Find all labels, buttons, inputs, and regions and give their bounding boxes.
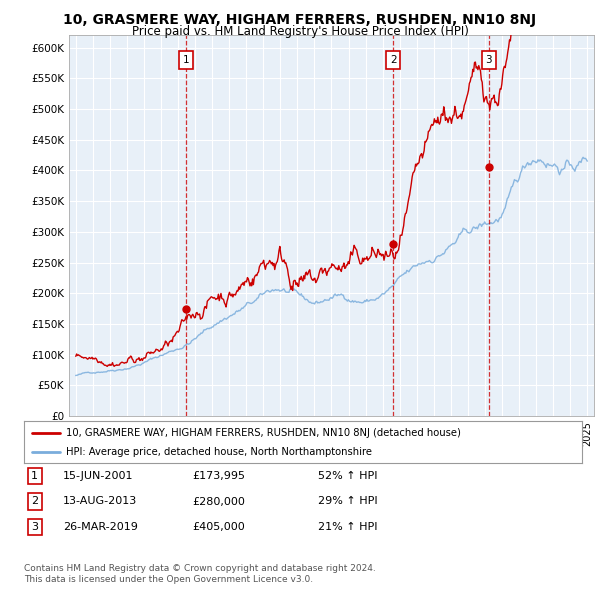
Text: £405,000: £405,000 [192, 522, 245, 532]
Text: 29% ↑ HPI: 29% ↑ HPI [318, 497, 377, 506]
Text: This data is licensed under the Open Government Licence v3.0.: This data is licensed under the Open Gov… [24, 575, 313, 584]
Text: 10, GRASMERE WAY, HIGHAM FERRERS, RUSHDEN, NN10 8NJ (detached house): 10, GRASMERE WAY, HIGHAM FERRERS, RUSHDE… [66, 428, 461, 438]
Text: 3: 3 [31, 522, 38, 532]
Text: Contains HM Land Registry data © Crown copyright and database right 2024.: Contains HM Land Registry data © Crown c… [24, 565, 376, 573]
Text: £280,000: £280,000 [192, 497, 245, 506]
Text: 15-JUN-2001: 15-JUN-2001 [63, 471, 133, 481]
Text: 1: 1 [31, 471, 38, 481]
Text: 2: 2 [390, 55, 397, 65]
Text: Price paid vs. HM Land Registry's House Price Index (HPI): Price paid vs. HM Land Registry's House … [131, 25, 469, 38]
Text: 2: 2 [31, 497, 38, 506]
Text: 10, GRASMERE WAY, HIGHAM FERRERS, RUSHDEN, NN10 8NJ: 10, GRASMERE WAY, HIGHAM FERRERS, RUSHDE… [64, 13, 536, 27]
Text: 3: 3 [485, 55, 492, 65]
Text: HPI: Average price, detached house, North Northamptonshire: HPI: Average price, detached house, Nort… [66, 447, 372, 457]
Text: £173,995: £173,995 [192, 471, 245, 481]
Text: 26-MAR-2019: 26-MAR-2019 [63, 522, 138, 532]
Text: 1: 1 [182, 55, 189, 65]
Text: 52% ↑ HPI: 52% ↑ HPI [318, 471, 377, 481]
Text: 13-AUG-2013: 13-AUG-2013 [63, 497, 137, 506]
Text: 21% ↑ HPI: 21% ↑ HPI [318, 522, 377, 532]
